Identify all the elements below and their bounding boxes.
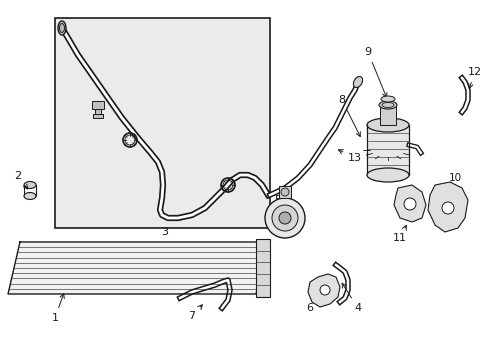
Text: 10: 10 — [447, 173, 461, 183]
Ellipse shape — [60, 23, 64, 32]
Circle shape — [441, 202, 453, 214]
Bar — [256, 239, 269, 297]
Text: 1: 1 — [51, 294, 64, 323]
Ellipse shape — [353, 76, 362, 87]
Circle shape — [279, 212, 290, 224]
Ellipse shape — [366, 118, 408, 132]
Text: 5: 5 — [274, 189, 284, 205]
Text: 9: 9 — [364, 47, 386, 98]
Text: 13: 13 — [338, 150, 361, 163]
Circle shape — [271, 205, 297, 231]
Bar — [379, 105, 395, 125]
Circle shape — [281, 188, 288, 196]
Bar — [93, 114, 103, 118]
Text: 2: 2 — [15, 171, 28, 189]
Bar — [95, 109, 101, 114]
Bar — [55, 18, 269, 228]
Circle shape — [264, 198, 305, 238]
Text: 6: 6 — [306, 291, 320, 313]
Polygon shape — [393, 185, 425, 222]
Text: 4: 4 — [342, 283, 361, 313]
Polygon shape — [307, 274, 339, 307]
Ellipse shape — [24, 193, 36, 199]
Circle shape — [403, 198, 415, 210]
Ellipse shape — [24, 181, 36, 189]
Text: 3: 3 — [161, 227, 168, 237]
Bar — [279, 186, 290, 198]
Text: 8: 8 — [338, 95, 360, 136]
Bar — [366, 125, 408, 175]
Circle shape — [319, 285, 329, 295]
Text: 11: 11 — [392, 225, 406, 243]
Ellipse shape — [380, 96, 394, 102]
Ellipse shape — [381, 103, 393, 108]
Polygon shape — [8, 242, 267, 294]
Text: 7: 7 — [188, 305, 202, 321]
Bar — [92, 101, 104, 109]
Text: 12: 12 — [467, 67, 481, 88]
Polygon shape — [427, 182, 467, 232]
Ellipse shape — [366, 168, 408, 182]
Ellipse shape — [58, 21, 66, 35]
Ellipse shape — [378, 101, 396, 109]
